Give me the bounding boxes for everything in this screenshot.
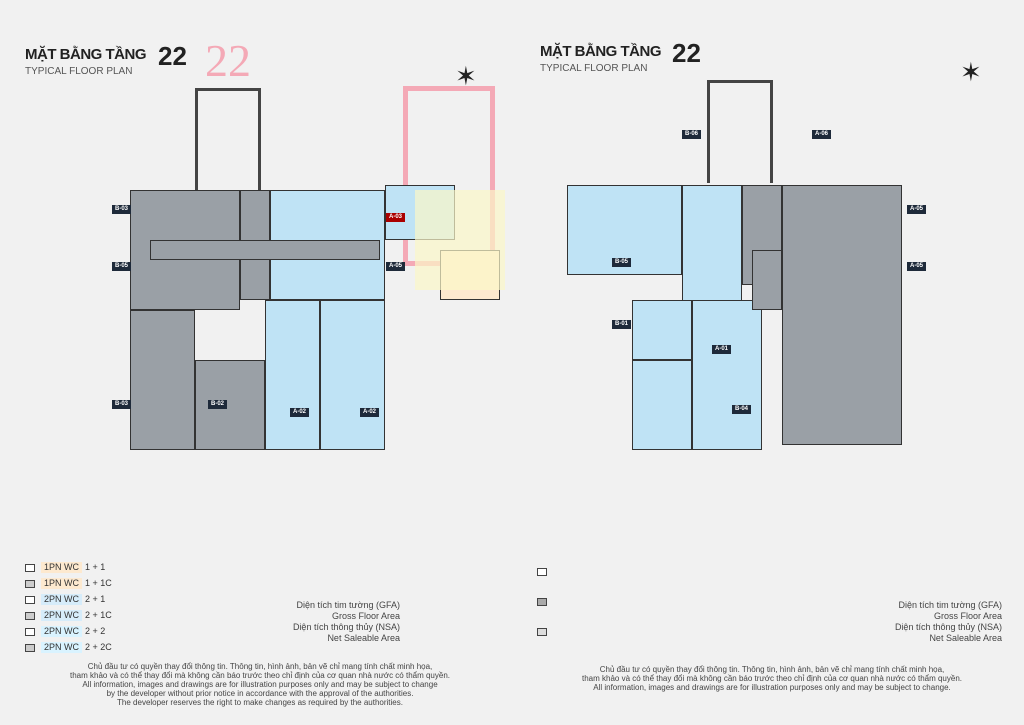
legend-swatch: [25, 643, 35, 652]
legend-label: 2PN WC: [41, 626, 83, 637]
disclaimer: Chủ đầu tư có quyền thay đổi thông tin. …: [40, 662, 480, 707]
note-line: Net Saleable Area: [929, 633, 1002, 643]
area-notes: Diện tích tim tường (GFA) Gross Floor Ar…: [270, 600, 400, 644]
disclaimer-line: tham khảo và có thể thay đổi mà không cầ…: [69, 671, 450, 680]
highlight-floor-number: 22: [205, 35, 251, 86]
apartment-unit[interactable]: [752, 250, 782, 310]
legend-sub: 1 + 1: [85, 562, 106, 572]
unit-tag[interactable]: A-01: [712, 345, 732, 354]
legend-swatch: [25, 627, 35, 636]
disclaimer-line: The developer reserves the right to make…: [117, 698, 403, 707]
legend-label: 2PN WC: [41, 594, 83, 605]
legend-swatch: [25, 563, 35, 572]
legend-item: 1PN WC 1 + 1: [25, 562, 108, 573]
floor-number: 22: [672, 38, 701, 68]
right-plan: MẶT BẰNG TẦNG 22 TYPICAL FLOOR PLAN ✶ B-…: [512, 0, 1024, 725]
apartment-unit[interactable]: [195, 360, 265, 450]
note-line: Net Saleable Area: [327, 633, 400, 643]
floor-number: 22: [158, 41, 187, 71]
plan-title: MẶT BẰNG TẦNG: [540, 43, 662, 60]
apartment-unit[interactable]: [632, 300, 692, 360]
core-shaft: [707, 80, 773, 183]
disclaimer-line: Chủ đầu tư có quyền thay đổi thông tin. …: [87, 662, 433, 671]
disclaimer-line: All information, images and drawings are…: [82, 680, 438, 689]
unit-tag[interactable]: B-05: [112, 262, 132, 271]
legend-sub: 2 + 2C: [85, 642, 112, 652]
unit-tag[interactable]: B-03: [112, 205, 132, 214]
apartment-unit[interactable]: [782, 185, 902, 445]
legend-swatch: [25, 579, 35, 588]
amenity-area: [415, 190, 505, 290]
unit-tag[interactable]: B-01: [612, 320, 632, 329]
apartment-unit[interactable]: [632, 360, 692, 450]
note-line: Diện tích thông thủy (NSA): [292, 622, 400, 632]
apartment-unit[interactable]: [130, 310, 195, 450]
legend-swatch: [25, 611, 35, 620]
legend-item: 1PN WC 1 + 1C: [25, 578, 115, 589]
legend-swatch: [537, 568, 547, 576]
note-line: Diện tích tim tường (GFA): [898, 600, 1002, 610]
apartment-unit[interactable]: [682, 185, 742, 305]
legend-swatch: [537, 628, 547, 636]
note-line: Diện tích thông thủy (NSA): [894, 622, 1002, 632]
unit-tag[interactable]: B-04: [732, 405, 752, 414]
note-line: Gross Floor Area: [331, 611, 400, 621]
unit-tag[interactable]: A-05: [386, 262, 406, 271]
disclaimer-line: Chủ đầu tư có quyền thay đổi thông tin. …: [599, 665, 945, 674]
legend-sub: 2 + 1C: [85, 610, 112, 620]
disclaimer-line: by the developer without prior notice in…: [106, 689, 414, 698]
north-arrow-icon: ✶: [455, 61, 477, 91]
plan-subtitle: TYPICAL FLOOR PLAN: [25, 66, 133, 77]
unit-tag[interactable]: B-06: [682, 130, 702, 139]
unit-tag[interactable]: A-02: [290, 408, 310, 417]
legend-sub: 2 + 1: [85, 594, 106, 604]
plan-subtitle: TYPICAL FLOOR PLAN: [540, 63, 648, 74]
plan-title: MẶT BẰNG TẦNG: [25, 46, 147, 63]
core-shaft: [195, 88, 261, 191]
apartment-unit[interactable]: [320, 300, 385, 450]
legend-swatch: [537, 598, 547, 606]
north-arrow-icon: ✶: [960, 57, 982, 87]
unit-tag[interactable]: A-06: [812, 130, 832, 139]
unit-tag[interactable]: A-03: [386, 213, 406, 222]
note-line: Diện tích tim tường (GFA): [296, 600, 400, 610]
apartment-unit[interactable]: [692, 300, 762, 450]
apartment-unit[interactable]: [150, 240, 380, 260]
legend-sub: 2 + 2: [85, 626, 106, 636]
legend-item: 2PN WC 2 + 2C: [25, 642, 115, 653]
legend-label: 2PN WC: [41, 610, 83, 621]
legend-sub: 1 + 1C: [85, 578, 112, 588]
note-line: Gross Floor Area: [933, 611, 1002, 621]
legend-label: 1PN WC: [41, 562, 83, 573]
unit-tag[interactable]: A-05: [907, 205, 927, 214]
legend-item: 2PN WC 2 + 1: [25, 594, 108, 605]
legend-swatch: [25, 595, 35, 604]
unit-tag[interactable]: A-02: [360, 408, 380, 417]
unit-tag[interactable]: B-05: [612, 258, 632, 267]
legend-label: 2PN WC: [41, 642, 83, 653]
disclaimer-line: tham khảo và có thể thay đổi mà không cầ…: [581, 674, 962, 683]
legend-item: 2PN WC 2 + 1C: [25, 610, 115, 621]
legend-label: 1PN WC: [41, 578, 83, 589]
area-notes: Diện tích tim tường (GFA) Gross Floor Ar…: [872, 600, 1002, 644]
unit-tag[interactable]: A-05: [907, 262, 927, 271]
legend-item: 2PN WC 2 + 2: [25, 626, 108, 637]
disclaimer-line: All information, images and drawings are…: [593, 683, 951, 692]
unit-tag[interactable]: B-03: [112, 400, 132, 409]
left-plan: MẶT BẰNG TẦNG 22 TYPICAL FLOOR PLAN 22 ✶…: [25, 35, 505, 707]
disclaimer: Chủ đầu tư có quyền thay đổi thông tin. …: [552, 665, 992, 692]
unit-tag[interactable]: B-02: [208, 400, 228, 409]
apartment-unit[interactable]: [265, 300, 320, 450]
